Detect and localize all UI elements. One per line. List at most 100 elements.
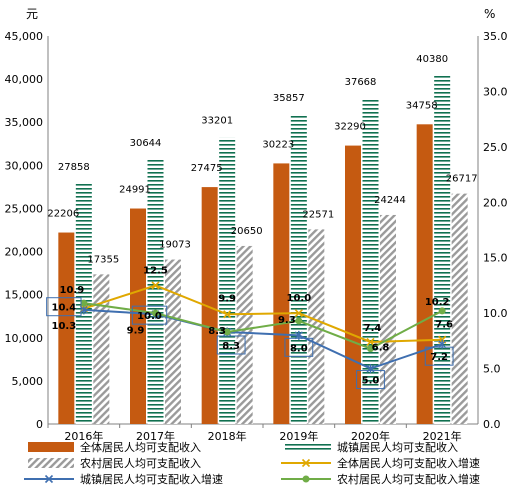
line-城镇居民人均可支配收入增速 <box>83 308 443 370</box>
line-marker <box>80 299 88 307</box>
bar-value-label: 26717 <box>446 174 478 185</box>
bar-2021年-城镇居民人均可支配收入 <box>434 75 451 425</box>
bar-value-label: 17355 <box>87 254 119 265</box>
x-tick-label: 2020年 <box>351 429 390 443</box>
bar-value-label: 30223 <box>262 139 294 150</box>
left-tick-label: 10,000 <box>5 332 44 345</box>
bar-value-label: 24244 <box>374 195 406 206</box>
bar-2018年-农村居民人均可支配收入 <box>236 245 253 424</box>
line-marker <box>367 345 374 353</box>
right-tick-label: 25.0 <box>483 141 508 154</box>
line-marker <box>438 307 446 315</box>
bar-2018年-全体居民人均可支配收入 <box>201 187 218 424</box>
legend-swatch <box>28 442 74 452</box>
left-tick-label: 25,000 <box>5 202 44 215</box>
legend-marker <box>44 474 54 484</box>
line-marker <box>152 309 159 317</box>
bar-2017年-农村居民人均可支配收入 <box>165 259 181 424</box>
left-tick-label: 15,000 <box>5 289 44 302</box>
line-value-label: 8.0 <box>290 343 308 354</box>
line-value-label: 10.0 <box>137 311 162 322</box>
bar-value-label: 30644 <box>130 138 162 149</box>
line-value-label: 5.0 <box>362 376 380 387</box>
left-axis-unit: 元 <box>26 7 38 21</box>
legend-label: 全体居民人均可支配收入增速 <box>337 456 480 470</box>
line-value-label: 9.3 <box>278 315 296 326</box>
bar-2019年-全体居民人均可支配收入 <box>273 163 290 424</box>
left-tick-label: 30,000 <box>5 159 44 172</box>
line-value-label: 12.5 <box>143 265 168 276</box>
boxed-label-frame <box>216 335 246 355</box>
bar-value-label: 35857 <box>273 93 305 104</box>
line-value-label: 10.4 <box>51 303 76 314</box>
bar-value-label: 24991 <box>119 185 151 196</box>
line-value-label: 10.9 <box>59 285 84 296</box>
left-tick-label: 20,000 <box>5 246 44 259</box>
legend-swatch <box>285 442 331 452</box>
right-tick-label: 0.0 <box>483 418 501 431</box>
legend-swatch <box>28 458 74 468</box>
boxed-label-frame <box>284 337 314 357</box>
bar-2021年-农村居民人均可支配收入 <box>451 193 468 424</box>
right-tick-label: 15.0 <box>483 252 508 265</box>
line-marker <box>294 309 303 318</box>
legend-marker <box>301 458 311 468</box>
bar-value-label: 37668 <box>345 77 377 88</box>
line-value-label: 8.3 <box>222 341 240 352</box>
legend-label: 全体居民人均可支配收入 <box>80 440 201 454</box>
x-tick-label: 2018年 <box>208 429 247 443</box>
line-marker <box>223 310 232 319</box>
bar-2019年-城镇居民人均可支配收入 <box>290 114 307 424</box>
line-marker <box>151 281 160 290</box>
line-农村居民人均可支配收入增速 <box>83 302 443 350</box>
line-value-label: 7.6 <box>435 320 453 331</box>
boxed-label-frame <box>356 370 385 390</box>
bar-value-label: 33201 <box>201 116 233 127</box>
line-value-label: 8.3 <box>208 326 226 337</box>
bar-value-label: 22571 <box>302 209 334 220</box>
right-tick-label: 30.0 <box>483 85 508 98</box>
left-tick-label: 45,000 <box>5 30 44 43</box>
line-series <box>79 281 447 374</box>
legend-marker <box>302 475 310 483</box>
left-tick-label: 40,000 <box>5 73 44 86</box>
legend-label: 城镇居民人均可支配收入 <box>337 440 458 454</box>
legend-label: 城镇居民人均可支配收入增速 <box>80 472 223 486</box>
x-tick-label: 2019年 <box>279 429 318 443</box>
line-marker <box>295 317 303 325</box>
bar-value-label: 32290 <box>334 122 366 133</box>
right-tick-label: 35.0 <box>483 30 508 43</box>
bar-2016年-全体居民人均可支配收入 <box>58 232 75 424</box>
bar-series <box>58 75 468 425</box>
line-value-label: 9.9 <box>127 325 145 336</box>
bar-value-label: 22206 <box>47 209 79 220</box>
bar-2020年-全体居民人均可支配收入 <box>345 145 361 424</box>
line-marker <box>366 337 375 347</box>
left-tick-label: 5,000 <box>12 375 44 388</box>
left-tick-label: 0 <box>36 418 43 431</box>
boxed-label-frame <box>131 305 168 325</box>
axes: 0 5,000 10,000 15,000 20,000 25,000 30,000 35,0… <box>5 30 508 443</box>
line-value-label: 7.2 <box>430 352 448 363</box>
bar-2021年-全体居民人均可支配收入 <box>416 124 433 424</box>
bar-value-label: 27475 <box>191 163 223 174</box>
x-tick-label: 2021年 <box>423 429 462 443</box>
line-value-label: 10.0 <box>286 293 311 304</box>
data-labels: 22206 24991 27475 30223 32290 34758 27858 30644… <box>46 54 478 390</box>
bar-2020年-农村居民人均可支配收入 <box>380 214 396 424</box>
bar-2017年-全体居民人均可支配收入 <box>130 208 146 424</box>
bar-value-label: 40380 <box>416 54 448 65</box>
line-value-label: 6.8 <box>372 343 390 354</box>
x-tick-label: 2017年 <box>136 429 175 443</box>
boxed-label-frame <box>424 346 454 366</box>
x-tick-label: 2016年 <box>64 429 103 443</box>
line-value-label: 9.9 <box>218 293 236 304</box>
left-tick-label: 35,000 <box>5 116 44 129</box>
bar-value-label: 34758 <box>406 100 438 111</box>
line-value-label: 7.4 <box>364 323 382 334</box>
bar-value-label: 19073 <box>159 240 191 251</box>
bar-value-label: 20650 <box>231 226 263 237</box>
line-value-label: 10.2 <box>425 297 450 308</box>
